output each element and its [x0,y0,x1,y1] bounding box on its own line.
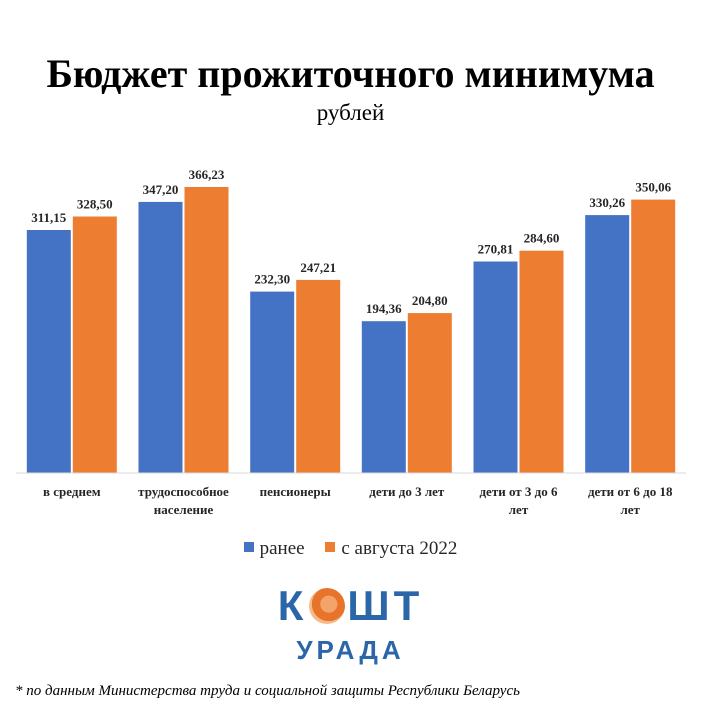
legend-swatch [325,542,336,552]
logo-wordmark: К ШТ [0,584,701,628]
category-label: лет [509,502,529,517]
legend: ранее с августа 2022 [0,538,701,560]
chart-title: Бюджет прожиточного минимума [46,51,655,96]
data-label: 311,15 [31,210,67,225]
category-label: лет [620,502,640,517]
category-label: в среднем [43,484,101,499]
bars-layer [26,187,676,473]
bar-ranee-1 [138,201,183,473]
category-label: дети до 3 лет [369,484,445,499]
bar-chart: 311,15 328,50 в среднем 347,20 366,23 трудосп… [16,167,686,517]
data-label: 270,81 [478,242,514,257]
bar-ranee-0 [26,230,71,473]
bar-ranee-5 [585,215,630,473]
legend-item-august-2022: с августа 2022 [325,538,457,560]
category-label: пенсионеры [260,484,331,499]
labels-layer: 311,15 328,50 в среднем 347,20 366,23 трудосп… [31,167,673,517]
data-label: 232,30 [254,272,290,287]
bar-august-2022-5 [631,199,676,473]
data-label: 247,21 [300,260,336,275]
category-label: население [154,502,214,517]
logo: К ШТ УРАДА [0,584,701,666]
data-label: 194,36 [366,301,402,316]
data-label: 328,50 [77,197,113,212]
category-label: дети от 3 до 6 [479,484,558,499]
data-label: 284,60 [524,231,560,246]
bar-august-2022-2 [296,279,341,473]
bar-august-2022-0 [72,216,117,473]
logo-letters-sht: ШТ [347,582,424,629]
legend-label: с августа 2022 [341,538,458,559]
category-label: трудоспособное [138,484,229,499]
footnote: * по данным Министерства труда и социаль… [15,683,520,699]
logo-letter-k: К [277,582,308,629]
data-label: 347,20 [143,182,179,197]
bar-ranee-3 [361,321,406,473]
bar-august-2022-1 [184,187,229,473]
coin-icon [309,588,346,624]
legend-swatch [243,542,254,552]
bar-ranee-4 [473,261,518,473]
chart-subtitle: рублей [316,100,385,125]
data-label: 204,80 [412,293,448,308]
logo-subtitle: УРАДА [296,635,405,665]
category-label: дети от 6 до 18 [588,484,673,499]
bar-august-2022-4 [519,250,564,473]
data-label: 350,06 [635,180,671,195]
bar-ranee-2 [250,291,295,473]
legend-label: ранее [259,538,305,559]
legend-item-ranee: ранее [243,538,305,560]
data-label: 330,26 [589,195,625,210]
bar-august-2022-3 [407,313,452,473]
data-label: 366,23 [189,167,225,182]
